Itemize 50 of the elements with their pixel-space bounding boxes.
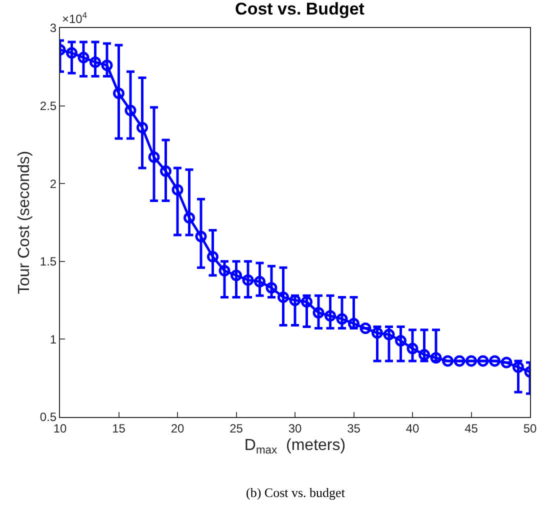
- point: [184, 212, 195, 224]
- x-tick-label: 45: [464, 421, 478, 436]
- x-tick-label: 30: [288, 421, 302, 436]
- point: [160, 165, 172, 177]
- point: [312, 307, 324, 318]
- point: [395, 335, 406, 347]
- point: [430, 352, 442, 364]
- y-axis-title: Tour Cost (seconds): [16, 150, 33, 294]
- y-tick-label: 3: [50, 21, 57, 36]
- point: [406, 342, 418, 354]
- text: (b) Cost vs. budget: [246, 485, 346, 500]
- point: [289, 294, 301, 306]
- point: [254, 276, 266, 288]
- point: [512, 361, 524, 373]
- point: [136, 122, 148, 134]
- point: [90, 56, 101, 68]
- point: [266, 282, 278, 294]
- x-tick-label: 20: [170, 421, 184, 436]
- point: [418, 349, 430, 361]
- point: [124, 104, 136, 116]
- point: [113, 88, 124, 100]
- point: [172, 184, 184, 196]
- point: [195, 230, 207, 242]
- point: [218, 264, 230, 276]
- x-axis-title: D$_{max}$ (meters): [244, 437, 346, 456]
- point: [301, 296, 312, 308]
- point: [78, 52, 90, 64]
- point: [148, 151, 160, 163]
- text: ×10$^{4}$: [62, 10, 88, 26]
- point: [207, 250, 218, 262]
- y-tick-label: 2: [50, 176, 57, 191]
- point: [336, 313, 348, 325]
- point: [372, 327, 383, 339]
- point: [348, 318, 360, 330]
- point: [278, 291, 289, 303]
- chart-title: Cost vs. Budget: [235, 0, 365, 18]
- point: [230, 270, 242, 282]
- x-tick-label: 35: [347, 421, 361, 436]
- x-tick-label: 25: [230, 421, 244, 436]
- x-tick-label: 15: [112, 421, 126, 436]
- point: [324, 310, 336, 322]
- point: [101, 60, 113, 72]
- x-tick-label: 50: [523, 421, 537, 436]
- point: [242, 274, 254, 286]
- y-tick-label: 1: [50, 332, 57, 346]
- x-tick-label: 40: [406, 421, 420, 436]
- y-tick-label: 1.5: [40, 254, 57, 269]
- y-tick-label: 2.5: [40, 99, 57, 113]
- point: [383, 328, 395, 340]
- point: [66, 47, 78, 59]
